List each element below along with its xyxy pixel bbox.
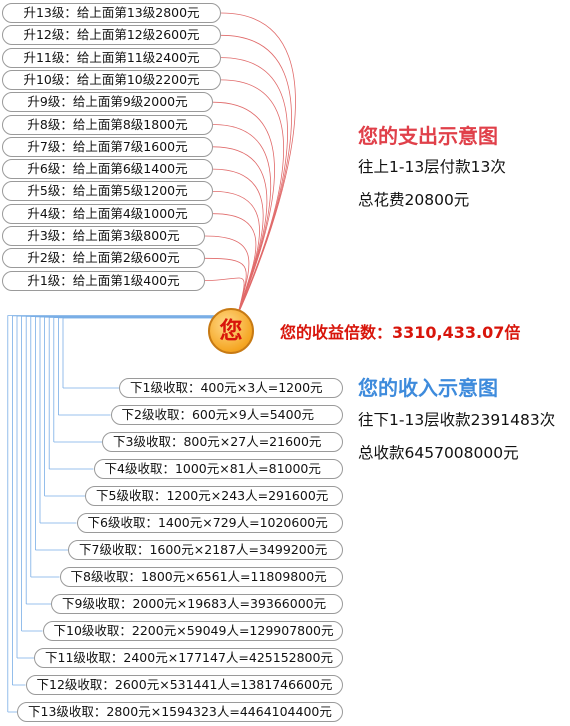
income-level-pill: 下8级收取：1800元×6561人=11809800元 [59, 567, 343, 587]
payout-count: 往上1-13层付款13次 [358, 158, 506, 176]
payout-level-pill: 升4级：给上面第4级1000元 [2, 203, 213, 224]
payout-level-pill: 升1级：给上面第1级400元 [2, 270, 205, 291]
payout-connector [212, 146, 268, 315]
income-level-pill: 下2级收取：600元×9人=5400元 [110, 405, 343, 425]
payout-connector [212, 191, 260, 315]
income-level-pill: 下7级收取：1600元×2187人=3499200元 [68, 540, 343, 560]
payout-level-pill: 升5级：给上面第5级1200元 [2, 181, 213, 202]
income-count: 往下1-13层收款2391483次 [358, 411, 556, 429]
payout-connector [220, 34, 292, 315]
income-level-pill: 下13级收取：2800元×1594323人=4464104400元 [17, 702, 343, 722]
income-title: 您的收入示意图 [358, 376, 498, 400]
payout-level-pill: 升10级：给上面第10级2200元 [2, 69, 221, 90]
payout-level-pill: 升6级：给上面第6级1400元 [2, 159, 213, 180]
return-multiplier: 您的收益倍数：3310,433.07倍 [280, 323, 521, 342]
income-connector [7, 315, 218, 713]
income-level-pill: 下6级收取：1400元×729人=1020600元 [76, 513, 343, 533]
income-level-pill: 下11级收取：2400元×177147人=425152800元 [34, 648, 343, 668]
income-level-pill: 下1级收取：400元×3人=1200元 [119, 378, 343, 398]
income-level-pill: 下12级收取：2600元×531441人=1381746600元 [25, 675, 343, 695]
payout-level-pill: 升3级：给上面第3级800元 [2, 226, 205, 246]
payout-level-pill: 升9级：给上面第9级2000元 [2, 92, 213, 113]
payout-level-pill: 升12级：给上面第12级2600元 [2, 25, 221, 46]
payout-connector [220, 79, 284, 315]
payout-level-pill: 升8级：给上面第8级1800元 [2, 114, 213, 135]
payout-connector [212, 213, 257, 315]
payout-level-pill: 升13级：给上面第13级2800元 [2, 3, 221, 23]
income-connector [58, 317, 218, 416]
payout-level-pill: 升2级：给上面第2级600元 [2, 248, 205, 269]
payout-total: 总花费20800元 [358, 191, 470, 209]
income-level-pill: 下4级收取：1000元×81人=81000元 [93, 459, 343, 479]
you-node: 您 [208, 308, 254, 354]
income-level-pill: 下3级收取：800元×27人=21600元 [102, 432, 343, 452]
payout-title: 您的支出示意图 [358, 124, 498, 148]
income-level-pill: 下5级收取：1200元×243人=291600元 [85, 486, 343, 506]
payout-level-pill: 升11级：给上面第11级2400元 [2, 47, 221, 68]
income-level-pill: 下9级收取：2000元×19683人=39366000元 [51, 594, 343, 614]
payout-level-pill: 升7级：给上面第7级1600元 [2, 136, 213, 157]
payout-connector [204, 277, 245, 315]
income-level-pill: 下10级收取：2200元×59049人=129907800元 [42, 621, 343, 641]
income-total: 总收款6457008000元 [358, 444, 519, 462]
